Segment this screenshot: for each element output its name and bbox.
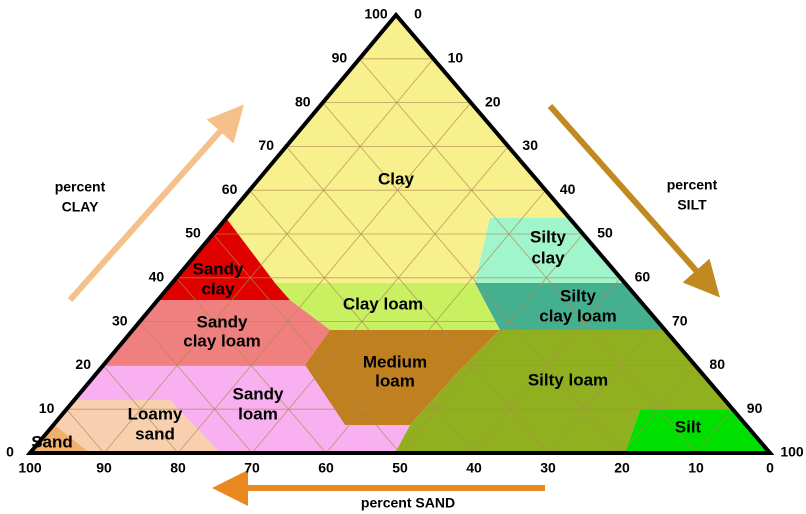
sand-tick-label: 10 [688,460,704,476]
region-area [275,283,500,330]
sand-tick-label: 100 [18,460,42,476]
region-label: sand [135,424,175,443]
grid-line [695,408,733,454]
grid-line [285,146,549,454]
clay-tick-label: 70 [258,137,274,153]
region-area [226,15,569,283]
silt-arrow [547,104,720,298]
grid-line [359,58,697,454]
clay-tick-label: 0 [6,444,14,460]
clay-tick-label: 80 [295,93,311,109]
region-label: clay [201,279,235,298]
region-label: loam [238,404,278,423]
grid-line [139,321,253,454]
silt-axis-label: SILT [677,197,707,213]
sand-tick-label: 40 [466,460,482,476]
clay-tick-label: 20 [75,356,91,372]
clay-tick-label: 100 [364,6,388,22]
silt-tick-label: 100 [780,444,804,460]
region-label: clay loam [183,331,261,350]
region-label: Clay loam [343,294,423,313]
grid-line [66,408,105,454]
silt-tick-label: 40 [560,181,576,197]
region-label: Medium [363,352,427,371]
region-area [395,330,733,453]
sand-tick-label: 70 [244,460,260,476]
region-area [30,425,90,453]
region-label: Clay [378,169,414,188]
silt-tick-label: 20 [485,93,501,109]
grid-line [473,277,621,454]
sand-tick-label: 80 [170,460,186,476]
region-area [158,218,290,300]
grid-line [177,102,472,454]
sand-tick-label: 50 [392,460,408,476]
sand-tick-label: 0 [766,460,774,476]
clay-tick-label: 10 [39,400,55,416]
region-area [55,400,220,453]
region-area [104,300,330,365]
region-label: Sand [31,432,73,451]
sand-tick-label: 20 [614,460,630,476]
grid-line [547,321,659,454]
region-label: Silt [675,417,702,436]
region-label: clay loam [539,306,617,325]
region-label: Loamy [128,404,183,423]
silt-tick-label: 50 [597,225,613,241]
grid-line [251,146,509,454]
grid-line [399,233,584,454]
sand-axis-label: percent SAND [361,495,455,511]
grid-line [325,189,546,454]
region-label: Silty [560,286,596,305]
region-area [625,410,770,453]
silt-tick-label: 60 [635,269,651,285]
sand-tick-label: 30 [540,460,556,476]
grid-line [212,233,401,454]
silt-tick-label: 70 [672,312,688,328]
clay-axis-label: CLAY [62,199,99,215]
region-label: Silty loam [528,370,608,389]
region-label: loam [375,371,415,390]
region-label: Silty [530,227,566,246]
triangle-outline [25,11,775,455]
region-area [475,283,665,330]
region-label: Sandy [196,312,248,331]
clay-tick-label: 90 [332,50,348,66]
silt-tick-label: 80 [709,356,725,372]
clay-tick-label: 30 [112,312,128,328]
silt-tick-label: 90 [747,400,763,416]
region-area [305,330,500,425]
region-label: Sandy [192,259,244,278]
sand-tick-label: 60 [318,460,334,476]
silt-tick-label: 10 [448,50,464,66]
sand-tick-label: 90 [96,460,112,476]
silt-tick-label: 30 [522,137,538,153]
grid-line [621,365,696,454]
clay-tick-label: 60 [222,181,238,197]
clay-axis-label: percent [55,179,106,195]
region-label: clay [531,248,565,267]
silt-axis-label: percent [667,177,718,193]
clay-tick-label: 40 [149,269,165,285]
grid-line [103,58,434,454]
region-label: Sandy [232,384,284,403]
clay-tick-label: 50 [185,225,201,241]
clay-arrow [67,104,244,302]
silt-tick-label: 0 [414,6,422,22]
